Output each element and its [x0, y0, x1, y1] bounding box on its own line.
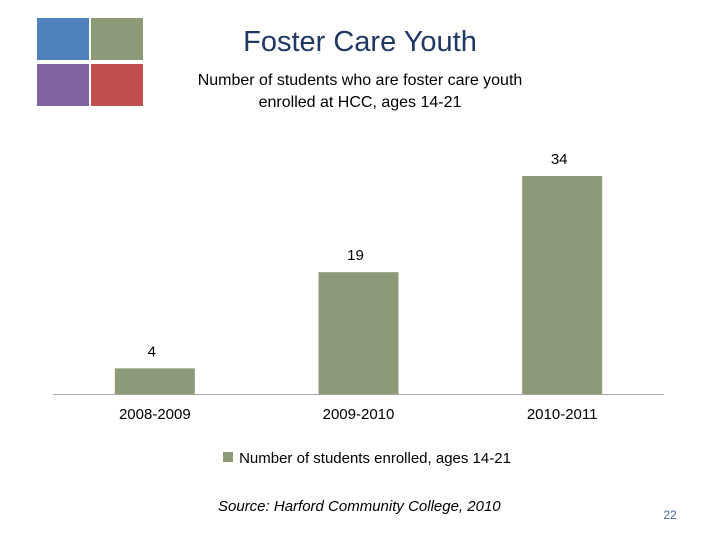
- chart-title-line-2: enrolled at HCC, ages 14-21: [258, 94, 462, 111]
- slide-title: Foster Care Youth: [243, 26, 477, 58]
- logo-tile-red: [91, 64, 143, 106]
- data-label-2010-2011: 34: [551, 151, 568, 168]
- bar-2010-2011: [522, 176, 603, 394]
- logo-tile-green: [91, 18, 143, 60]
- legend: Number of students enrolled, ages 14-21: [0, 450, 720, 467]
- chart-title-line-1: Number of students who are foster care y…: [197, 72, 523, 89]
- bar-2008-2009: [114, 368, 195, 394]
- bar-2009-2010: [318, 272, 399, 394]
- page-number: 22: [663, 508, 677, 522]
- chart-title: Number of students who are foster care y…: [150, 70, 570, 114]
- legend-swatch: [223, 452, 234, 462]
- logo-tile-purple: [37, 64, 89, 106]
- category-label-2008-2009: 2008-2009: [119, 406, 191, 423]
- source-note: Source: Harford Community College, 2010: [218, 498, 501, 515]
- category-label-2009-2010: 2009-2010: [323, 406, 395, 423]
- category-label-2010-2011: 2010-2011: [527, 406, 598, 423]
- data-label-2008-2009: 4: [148, 343, 156, 360]
- legend-label: Number of students enrolled, ages 14-21: [239, 450, 511, 467]
- data-label-2009-2010: 19: [347, 247, 364, 264]
- logo-tile-blue: [37, 18, 89, 60]
